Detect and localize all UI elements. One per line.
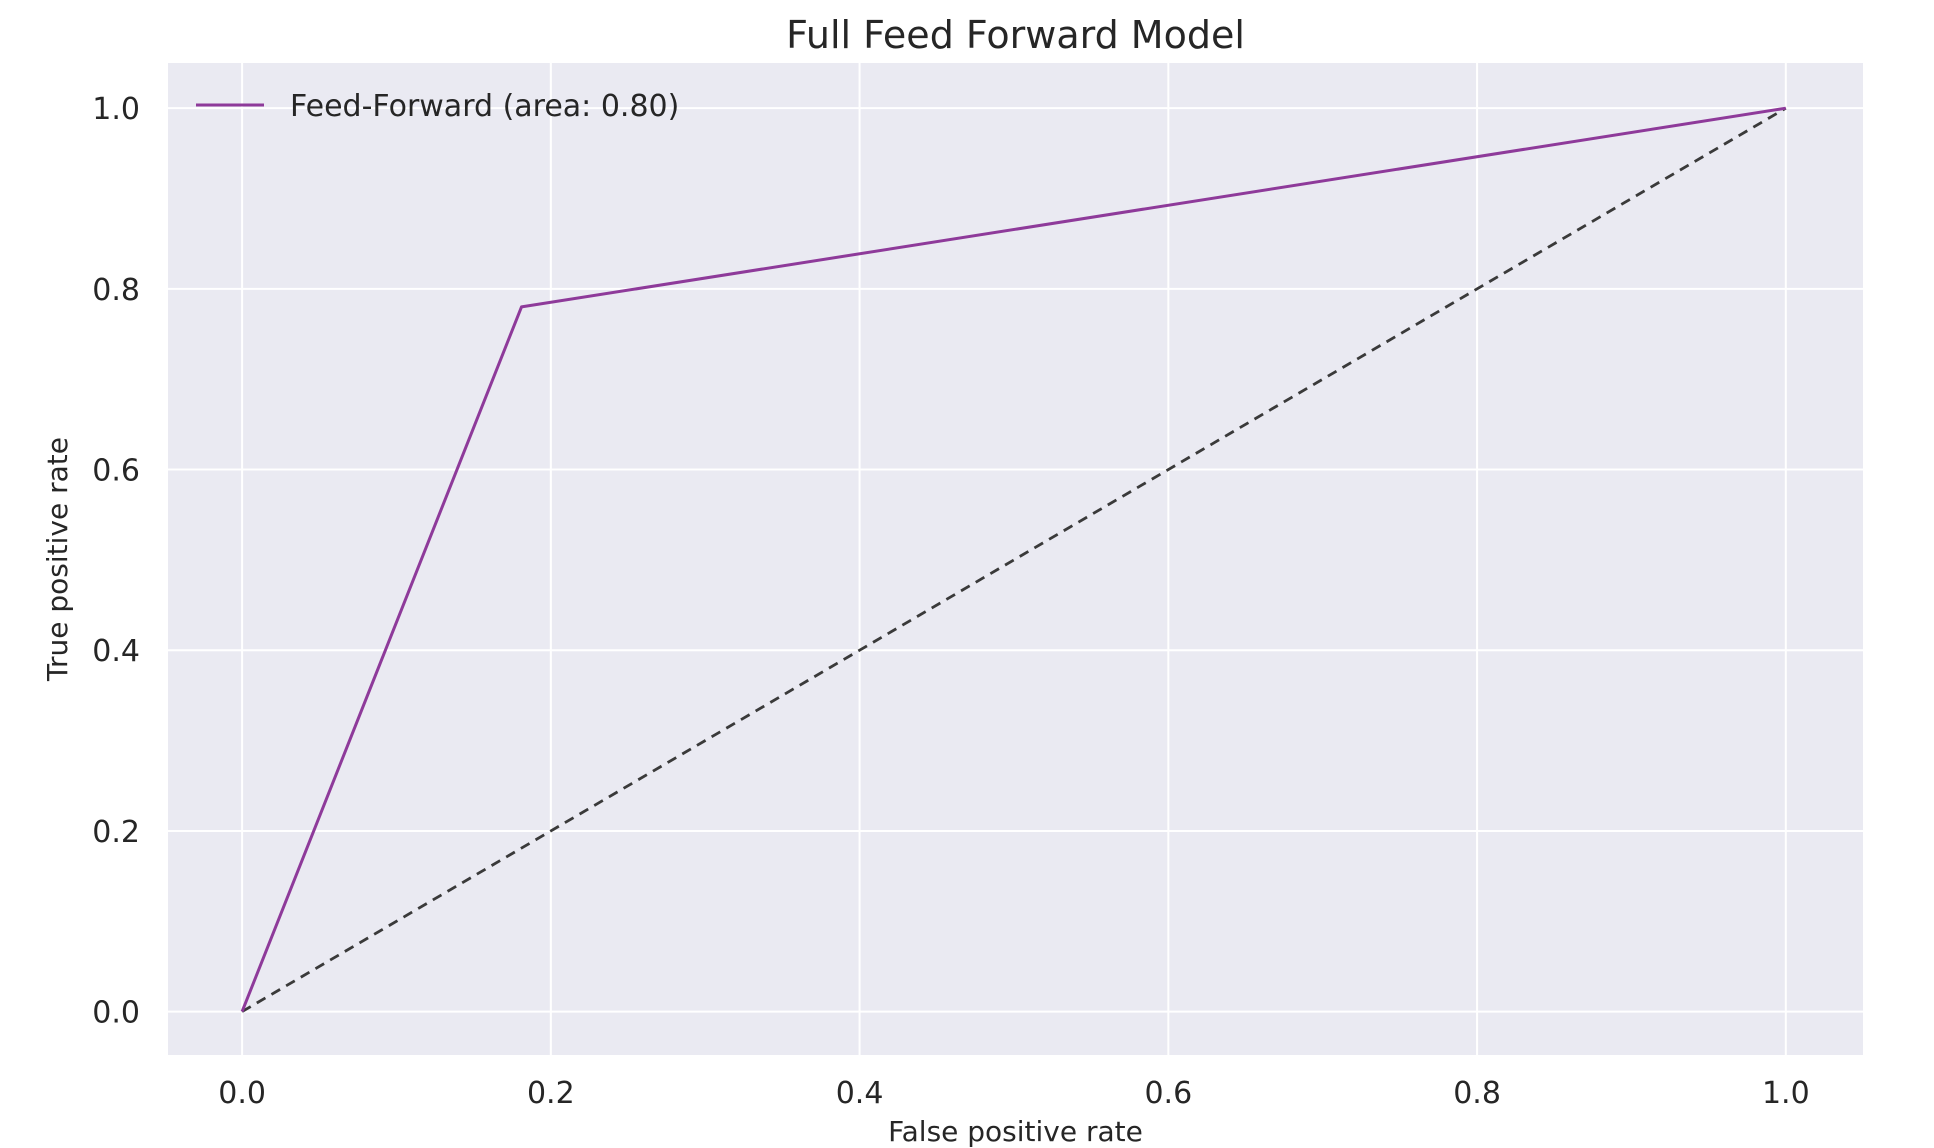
tick-labels: 0.0 0.2 0.4 0.6 0.8 1.0 0.0 0.2 0.4 0.6 0.8 1.0 (92, 92, 1809, 1111)
x-tick-label: 0.6 (1144, 1076, 1192, 1111)
grid-lines (168, 63, 1863, 1055)
y-tick-label: 0.4 (92, 634, 140, 669)
y-tick-label: 0.0 (92, 996, 140, 1031)
series-layer (240, 106, 1787, 1013)
legend: Feed-Forward (area: 0.80) (196, 89, 679, 124)
x-tick-label: 0.8 (1453, 1076, 1501, 1111)
y-tick-label: 0.2 (92, 815, 140, 850)
y-axis-label: True positive rate (41, 437, 74, 682)
y-tick-label: 1.0 (92, 92, 140, 127)
y-tick-label: 0.6 (92, 454, 140, 489)
series-line-chance (241, 106, 1787, 1013)
legend-label-feed-forward: Feed-Forward (area: 0.80) (290, 89, 679, 124)
series-line-feed-forward (240, 106, 1787, 1013)
y-tick-label: 0.8 (92, 273, 140, 308)
x-tick-label: 1.0 (1762, 1076, 1810, 1111)
x-tick-label: 0.4 (836, 1076, 884, 1111)
x-tick-label: 0.2 (527, 1076, 575, 1111)
x-axis-label: False positive rate (888, 1115, 1143, 1148)
x-tick-label: 0.0 (218, 1076, 266, 1111)
chart-title: Full Feed Forward Model (786, 13, 1245, 57)
